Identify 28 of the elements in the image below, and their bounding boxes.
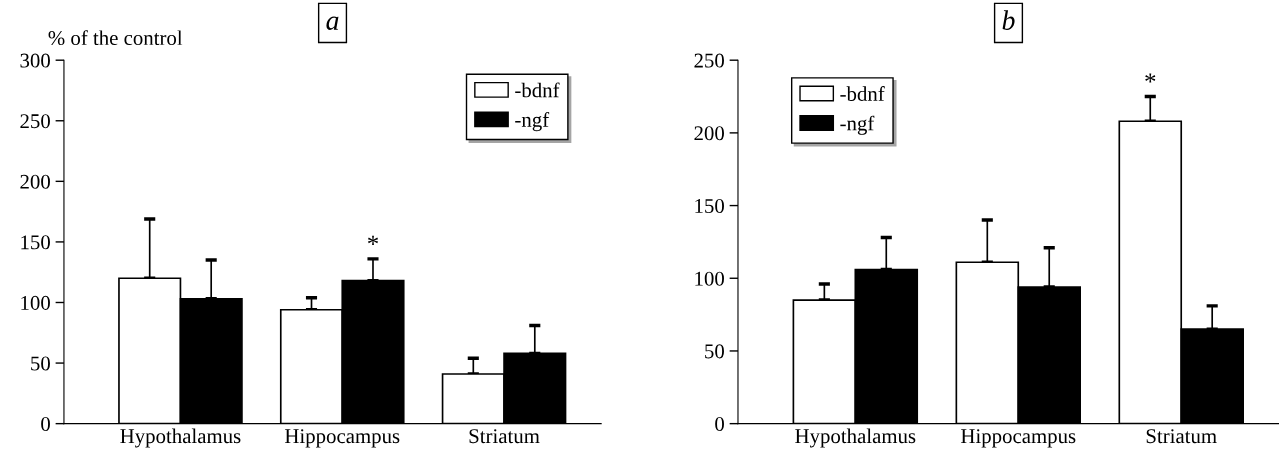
y-tick-label: 100	[695, 271, 724, 286]
data-label: *	[367, 235, 379, 245]
x-tick-label: Striatum	[469, 429, 540, 444]
legend-label: -ngf	[840, 115, 875, 135]
y-tick-label: 200	[694, 126, 724, 141]
chart-title: a	[326, 16, 339, 30]
y-tick-label: 0	[715, 417, 724, 432]
legend-label: -bdnf	[515, 82, 560, 98]
x-tick-label: Hippocampus	[284, 429, 400, 448]
y-tick-label: 100	[21, 295, 50, 310]
y-tick-label: 300	[20, 53, 50, 68]
y-tick-label: 50	[31, 356, 50, 371]
y-tick-label: 150	[695, 198, 724, 214]
y-tick-label: 200	[20, 174, 50, 189]
y-tick-label: 250	[20, 114, 50, 129]
x-tick-label: Striatum	[1146, 429, 1217, 444]
legend-label: -ngf	[515, 112, 550, 132]
y-tick-label: 150	[21, 235, 50, 250]
y-tick-label: 250	[694, 53, 724, 68]
x-tick-label: Hypothalamus	[795, 428, 916, 448]
y-axis-title: % of the control	[48, 30, 183, 46]
data-label: *	[1145, 73, 1156, 83]
y-tick-label: 0	[41, 417, 50, 432]
chart-title: b	[1002, 10, 1015, 30]
y-tick-label: 50	[705, 344, 724, 359]
x-tick-label: Hippocampus	[961, 429, 1076, 448]
legend-label: -bdnf	[840, 86, 885, 101]
x-tick-label: Hypothalamus	[120, 428, 241, 448]
